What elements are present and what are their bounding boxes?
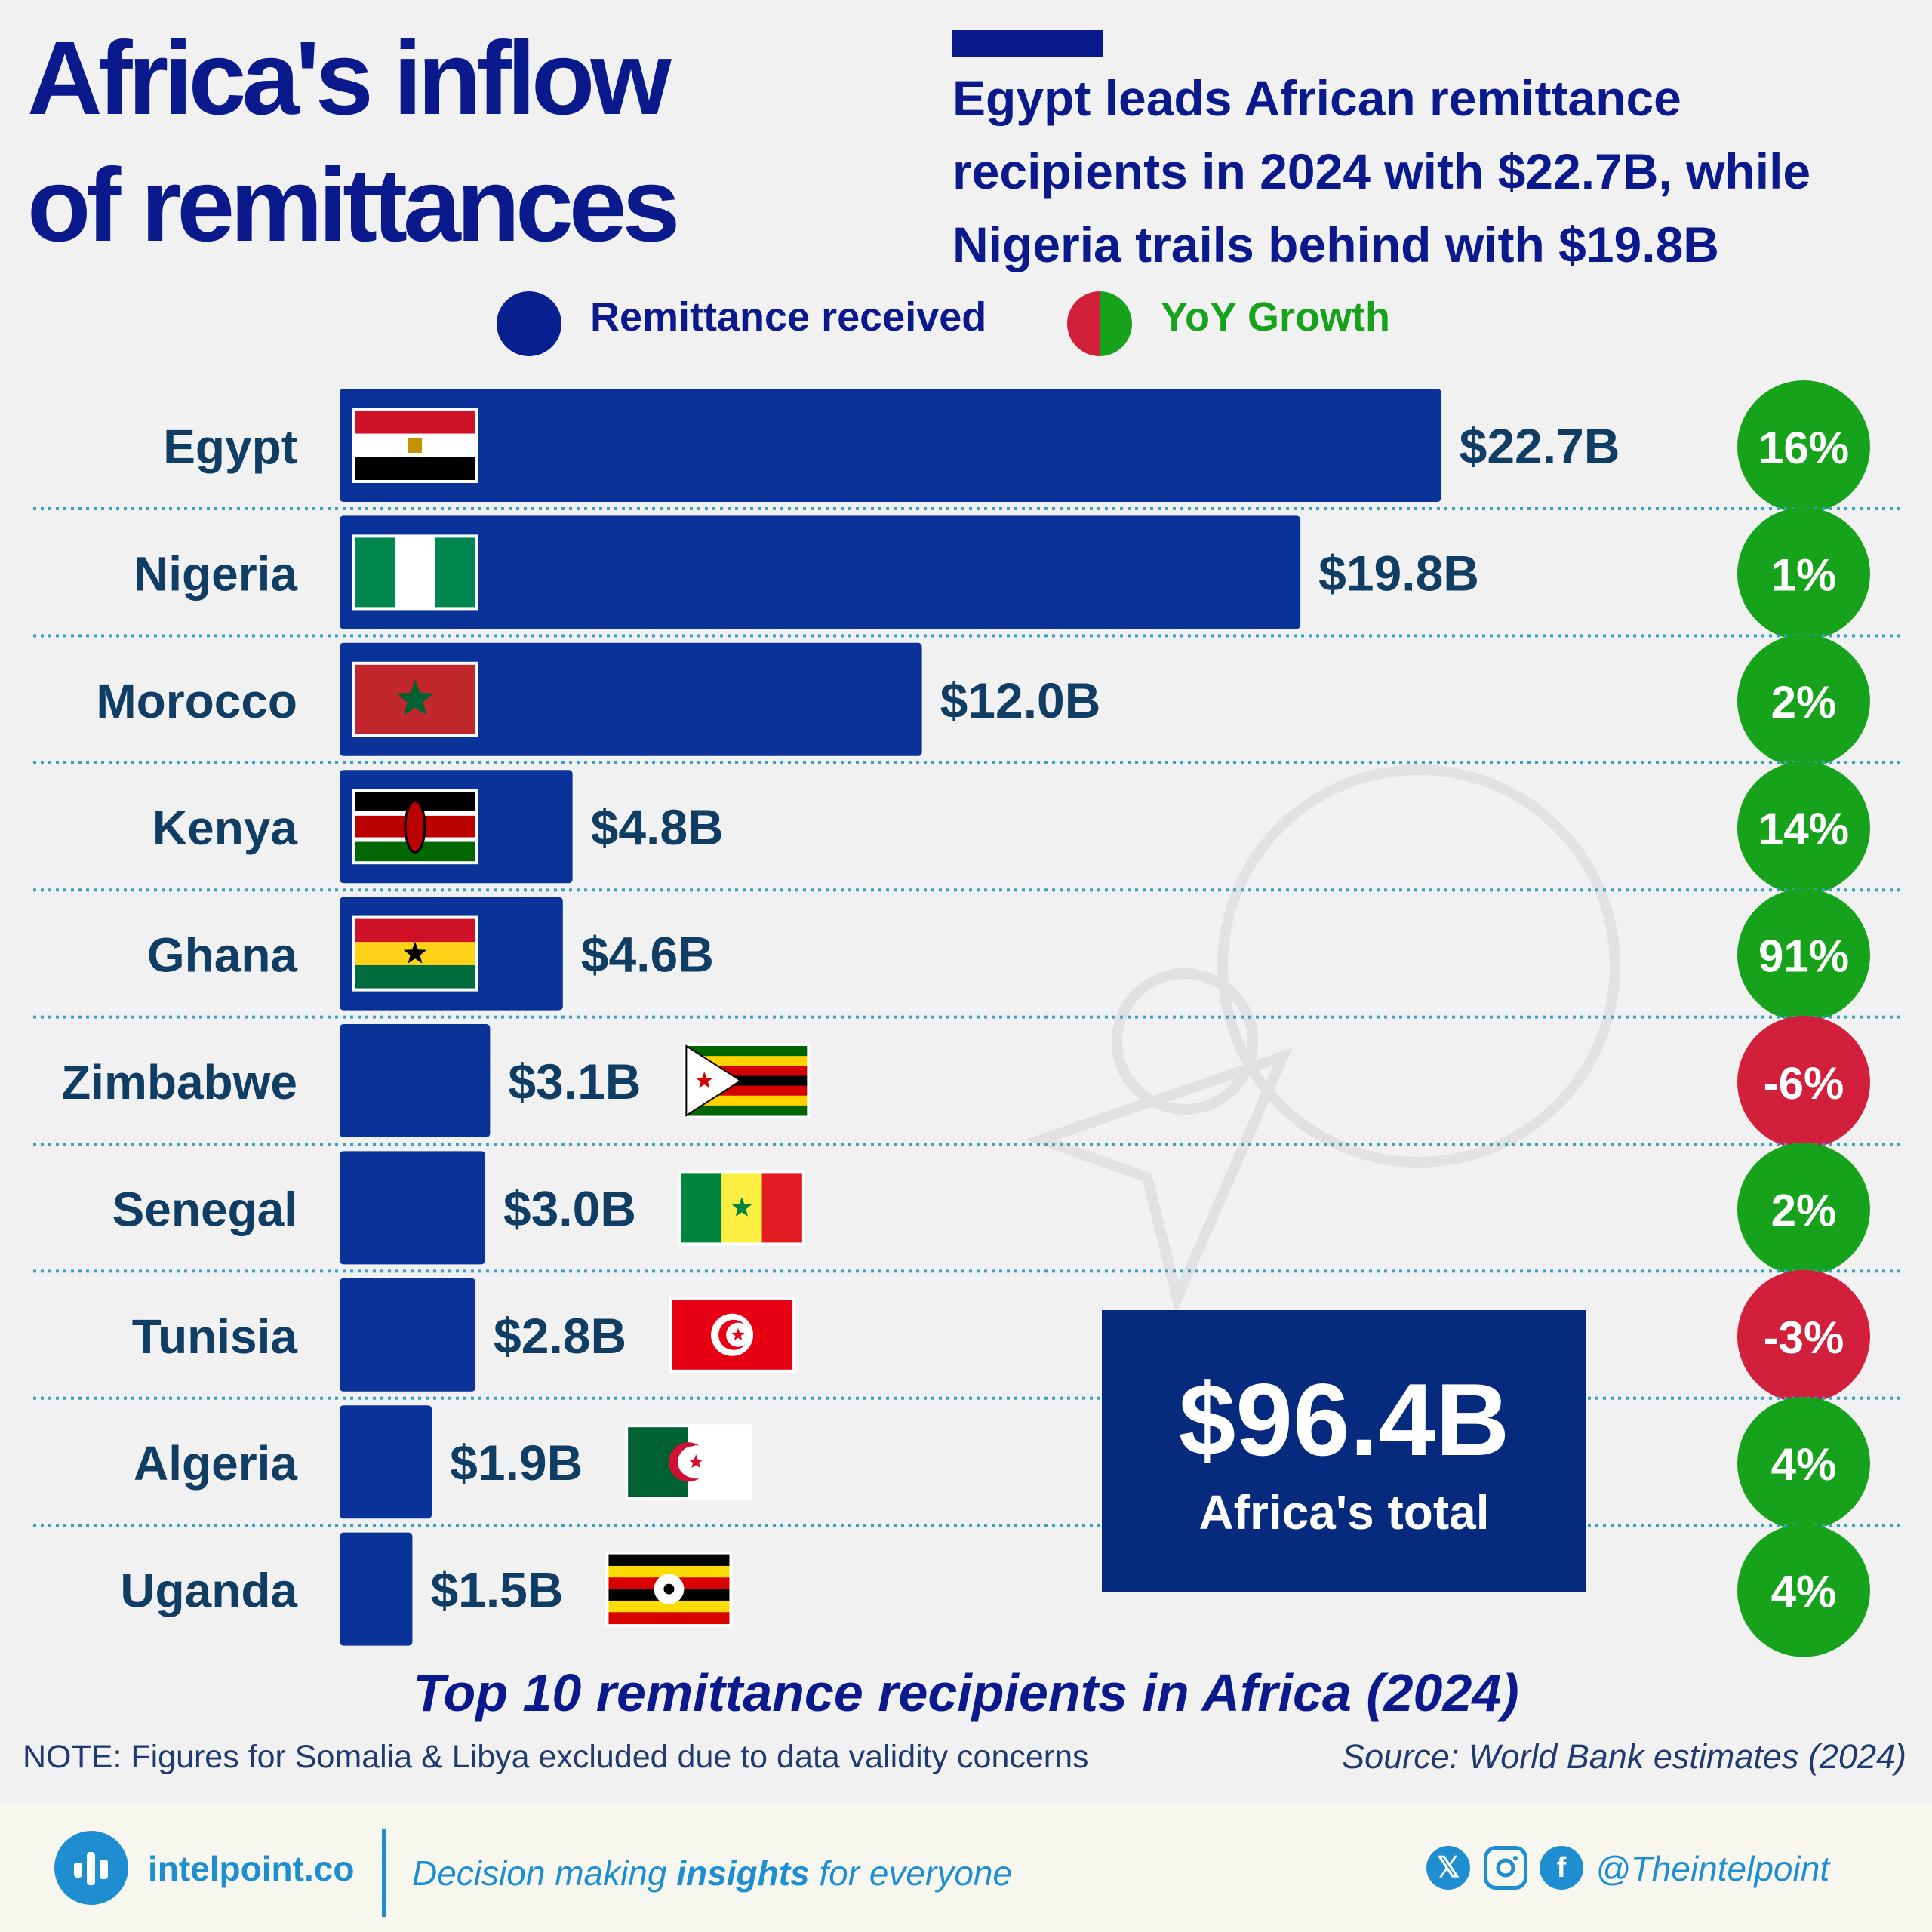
growth-badge bbox=[1737, 380, 1870, 513]
x-icon[interactable]: 𝕏 bbox=[1426, 1846, 1470, 1890]
country-label: Ghana bbox=[147, 928, 298, 983]
zimbabwe-flag-icon bbox=[683, 1043, 811, 1118]
chart-caption: Top 10 remittance recipients in Africa (… bbox=[413, 1663, 1519, 1722]
tagline: Decision making insights for everyone bbox=[412, 1850, 1012, 1896]
title-line-2: of remittances bbox=[27, 147, 680, 263]
bar-row-senegal: Senegal $3.0B 2% bbox=[33, 1143, 1902, 1276]
growth-badge bbox=[1737, 1143, 1870, 1276]
algeria-flag-icon bbox=[625, 1424, 752, 1500]
bar-row-morocco: Morocco $12.0B 2% bbox=[33, 634, 1902, 768]
kenya-flag-icon bbox=[352, 789, 478, 865]
bar bbox=[340, 1532, 413, 1646]
headline-accent-bar bbox=[952, 30, 1103, 57]
bar bbox=[340, 1151, 485, 1265]
growth-label: 2% bbox=[1771, 677, 1837, 728]
globe-watermark-icon bbox=[1025, 764, 1620, 1315]
legend-growth-label: YoY Growth bbox=[1161, 294, 1391, 340]
growth-label: 4% bbox=[1771, 1439, 1837, 1490]
morocco-flag-icon bbox=[352, 661, 478, 737]
total-value: $96.4B bbox=[1178, 1362, 1510, 1477]
growth-badge bbox=[1737, 1269, 1870, 1403]
country-label: Senegal bbox=[112, 1182, 297, 1236]
growth-label: -3% bbox=[1764, 1312, 1844, 1363]
country-label: Tunisia bbox=[132, 1309, 298, 1364]
bar-row-zimbabwe: Zimbabwe $3.1B -6% bbox=[33, 1016, 1902, 1149]
growth-label: 14% bbox=[1758, 804, 1849, 854]
nigeria-flag-icon bbox=[352, 534, 478, 611]
growth-badge bbox=[1737, 634, 1870, 768]
senegal-flag-icon bbox=[678, 1170, 805, 1246]
bar bbox=[340, 1024, 491, 1137]
value-label: $3.0B bbox=[503, 1180, 636, 1236]
bar-row-egypt: Egypt $22.7B 16% bbox=[33, 380, 1902, 513]
legend-remittance-swatch bbox=[497, 291, 561, 356]
bar bbox=[340, 642, 922, 756]
value-label: $19.8B bbox=[1318, 545, 1479, 601]
country-label: Zimbabwe bbox=[61, 1055, 297, 1109]
value-label: $4.8B bbox=[591, 799, 724, 855]
growth-label: 16% bbox=[1758, 423, 1849, 473]
bar bbox=[340, 515, 1301, 629]
tunisia-flag-icon bbox=[669, 1297, 796, 1373]
growth-label: 4% bbox=[1771, 1567, 1837, 1617]
headline: Egypt leads African remittance recipient… bbox=[952, 70, 1811, 272]
social-handle[interactable]: @Theintelpoint bbox=[1595, 1849, 1830, 1888]
growth-label: 91% bbox=[1758, 931, 1849, 982]
bar bbox=[340, 1278, 476, 1392]
growth-badge bbox=[1737, 1397, 1870, 1531]
tagline-pre: Decision making bbox=[412, 1854, 677, 1893]
country-label: Morocco bbox=[96, 674, 297, 728]
value-label: $3.1B bbox=[508, 1054, 641, 1109]
brand-name[interactable]: intelpoint.co bbox=[148, 1849, 355, 1888]
tagline-post: for everyone bbox=[809, 1854, 1013, 1893]
bar-row-ghana: Ghana $4.6B 91% bbox=[33, 888, 1902, 1022]
value-label: $1.5B bbox=[430, 1562, 563, 1618]
growth-badge bbox=[1737, 507, 1870, 641]
value-label: $1.9B bbox=[450, 1435, 583, 1491]
legend-growth-swatch bbox=[1067, 291, 1132, 356]
uganda-flag-icon bbox=[605, 1551, 733, 1627]
country-label: Algeria bbox=[134, 1436, 297, 1491]
facebook-icon[interactable]: f bbox=[1540, 1846, 1583, 1890]
footer-divider bbox=[382, 1829, 386, 1917]
bar-row-tunisia: Tunisia $2.8B -3% bbox=[33, 1269, 1902, 1403]
ghana-flag-icon bbox=[352, 915, 478, 992]
tagline-bold: insights bbox=[676, 1854, 810, 1893]
bar bbox=[340, 389, 1441, 502]
egypt-flag-icon bbox=[352, 408, 478, 483]
growth-badge bbox=[1737, 888, 1870, 1022]
growth-label: 2% bbox=[1771, 1185, 1837, 1235]
bar-row-algeria: Algeria $1.9B 4% bbox=[33, 1397, 1902, 1531]
value-label: $12.0B bbox=[940, 672, 1101, 728]
growth-label: 1% bbox=[1771, 549, 1837, 600]
growth-label: -6% bbox=[1764, 1058, 1844, 1109]
country-label: Egypt bbox=[163, 420, 297, 474]
growth-badge bbox=[1737, 1016, 1870, 1149]
instagram-icon[interactable] bbox=[1484, 1846, 1527, 1890]
growth-badge bbox=[1737, 1524, 1870, 1657]
source-text: Source: World Bank estimates (2024) bbox=[1342, 1737, 1906, 1776]
country-label: Kenya bbox=[152, 801, 298, 855]
title-line-1: Africa's inflow bbox=[27, 20, 672, 137]
value-label: $22.7B bbox=[1460, 418, 1620, 474]
value-label: $2.8B bbox=[494, 1308, 626, 1364]
camera-icon bbox=[1496, 1856, 1518, 1878]
intelpoint-logo-icon[interactable] bbox=[54, 1831, 128, 1905]
bar-row-uganda: Uganda $1.5B 4% bbox=[120, 1524, 1870, 1657]
legend-remittance-label: Remittance received bbox=[590, 294, 987, 340]
country-label: Nigeria bbox=[134, 546, 297, 601]
total-label: Africa's total bbox=[1198, 1485, 1490, 1540]
bar-row-nigeria: Nigeria $19.8B 1% bbox=[33, 507, 1902, 641]
total-box bbox=[1102, 1310, 1586, 1592]
chart-title: Africa's inflow of remittances bbox=[27, 15, 782, 269]
note-text: NOTE: Figures for Somalia & Libya exclud… bbox=[23, 1739, 1089, 1775]
bar-row-kenya: Kenya $4.8B 14% bbox=[33, 761, 1902, 895]
footer bbox=[0, 1804, 1932, 1932]
bar-chart-icon bbox=[74, 1852, 108, 1885]
country-label: Uganda bbox=[120, 1564, 297, 1618]
growth-badge bbox=[1737, 761, 1870, 895]
bar bbox=[340, 1405, 432, 1519]
value-label: $4.6B bbox=[581, 927, 714, 983]
